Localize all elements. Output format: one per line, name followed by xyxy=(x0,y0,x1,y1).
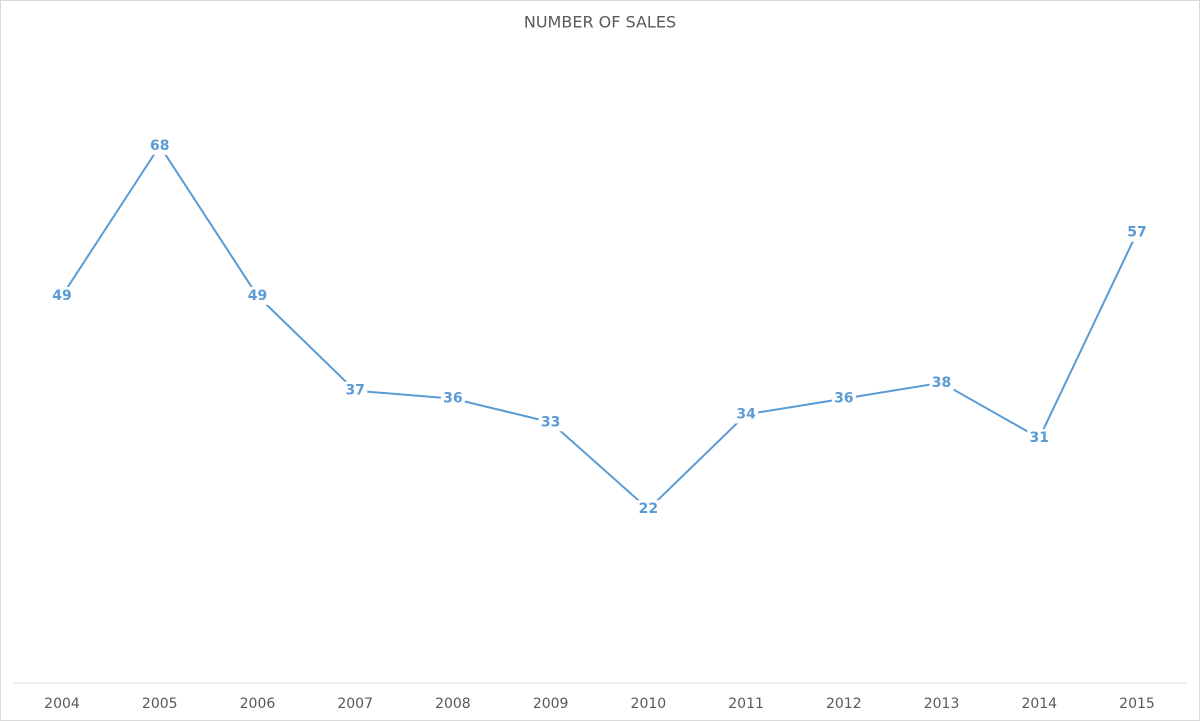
data-label-background xyxy=(245,286,270,305)
data-label: 38 xyxy=(932,375,951,391)
data-label-background xyxy=(343,381,368,400)
x-tick-label: 2011 xyxy=(728,696,764,712)
data-label-background xyxy=(538,413,563,432)
data-label: 33 xyxy=(541,414,560,430)
data-label-background xyxy=(831,389,856,408)
data-label-background xyxy=(440,389,465,408)
data-label: 22 xyxy=(639,501,658,517)
x-tick-label: 2007 xyxy=(337,696,373,712)
data-label: 36 xyxy=(834,391,853,407)
x-tick-label: 2013 xyxy=(924,696,960,712)
data-label-background xyxy=(1027,429,1052,448)
data-label-background xyxy=(147,136,172,155)
chart-title: NUMBER OF SALES xyxy=(524,13,676,32)
data-label: 34 xyxy=(736,406,756,422)
x-tick-label: 2015 xyxy=(1119,696,1155,712)
x-tick-label: 2010 xyxy=(631,696,667,712)
data-label: 49 xyxy=(248,288,267,304)
data-label: 68 xyxy=(150,138,169,154)
data-label: 49 xyxy=(52,288,71,304)
x-tick-label: 2008 xyxy=(435,696,471,712)
data-label-background xyxy=(929,373,954,392)
x-tick-label: 2004 xyxy=(44,696,80,712)
data-label: 37 xyxy=(345,383,364,399)
data-label: 36 xyxy=(443,391,462,407)
data-label-background xyxy=(734,405,759,424)
data-line xyxy=(61,143,1138,511)
x-tick-label: 2014 xyxy=(1021,696,1057,712)
data-label: 57 xyxy=(1127,225,1146,241)
data-label: 31 xyxy=(1030,430,1049,446)
data-label-background xyxy=(636,500,661,519)
x-tick-label: 2009 xyxy=(533,696,569,712)
x-tick-label: 2012 xyxy=(826,696,862,712)
x-tick-label: 2005 xyxy=(142,696,178,712)
x-tick-label: 2006 xyxy=(240,696,276,712)
data-label-background xyxy=(50,286,74,305)
data-label-background xyxy=(1125,223,1149,242)
